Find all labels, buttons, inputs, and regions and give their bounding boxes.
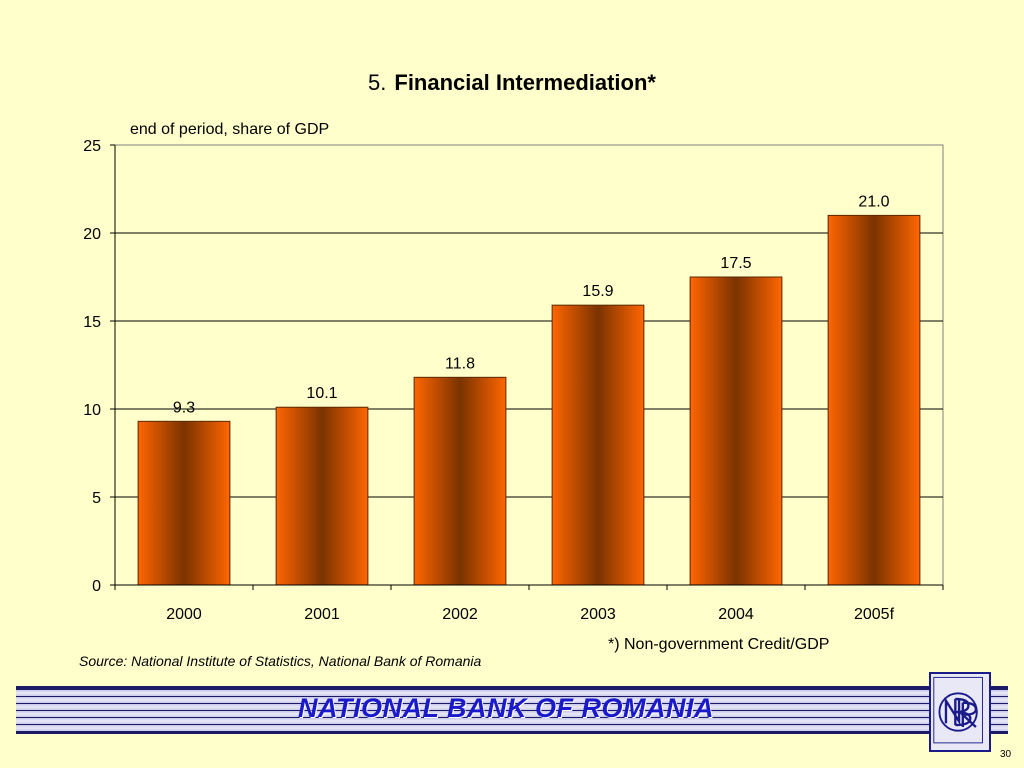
bar-2004	[689, 276, 783, 586]
data-label-2003: 15.9	[582, 283, 613, 300]
data-label-2000: 9.3	[173, 399, 195, 416]
bank-name: NATIONAL BANK OF ROMANIA	[298, 693, 714, 723]
y-tick-label: 25	[83, 138, 101, 155]
y-tick-label: 20	[83, 226, 101, 243]
y-tick-label: 15	[83, 314, 101, 331]
data-label-2005f: 21.0	[858, 193, 889, 210]
footer-banner: NATIONAL BANK OF ROMANIA	[16, 686, 1008, 734]
slide-title-text: Financial Intermediation*	[394, 70, 656, 95]
x-tick-label-2004: 2004	[718, 606, 754, 623]
data-label-2001: 10.1	[306, 385, 337, 402]
y-tick-label: 5	[92, 490, 101, 507]
x-tick-label-2000: 2000	[166, 606, 202, 623]
x-tick-label-2001: 2001	[304, 606, 340, 623]
bar-2003	[551, 304, 645, 586]
slide-number: 5.	[368, 70, 387, 95]
x-tick-label-2002: 2002	[442, 606, 478, 623]
page-number: 30	[1000, 749, 1012, 760]
bar-chart: 9.3 10.1 11.8 15.9 17.5 21.0 2000 2001 2002 2003…	[83, 138, 944, 623]
y-tick-label: 0	[92, 578, 101, 595]
bar-2005f	[827, 214, 921, 586]
chart-subtitle: end of period, share of GDP	[130, 121, 330, 138]
footnote: *) Non-government Credit/GDP	[608, 636, 830, 653]
bar-2000	[137, 420, 231, 586]
y-tick-label: 10	[83, 402, 101, 419]
plot-area	[114, 144, 944, 586]
bar-2001	[275, 406, 369, 586]
slide-title: 5. Financial Intermediation*	[0, 70, 1024, 96]
source-note: Source: National Institute of Statistics…	[79, 653, 482, 669]
bar-2002	[413, 376, 507, 586]
x-tick-label-2005f: 2005f	[854, 606, 895, 623]
data-label-2004: 17.5	[720, 255, 751, 272]
x-tick-label-2003: 2003	[580, 606, 616, 623]
nbr-monogram-icon	[929, 672, 991, 752]
data-label-2002: 11.8	[445, 355, 475, 372]
banner-stripes	[16, 686, 1008, 734]
